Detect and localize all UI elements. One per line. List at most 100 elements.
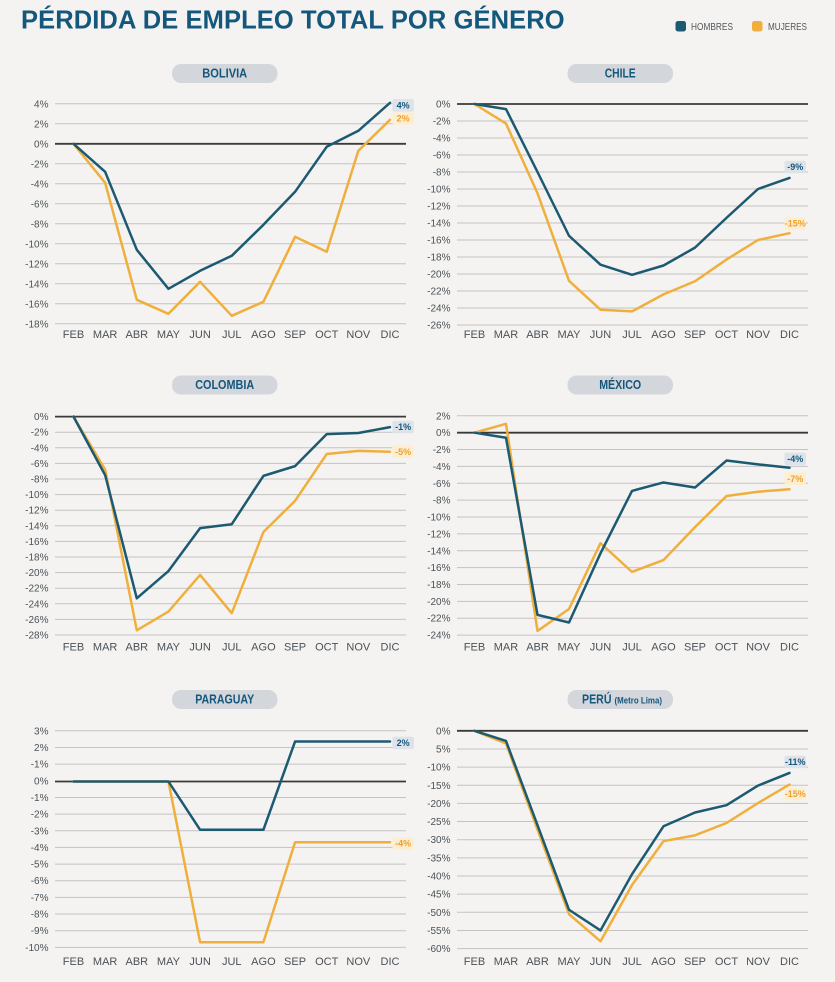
svg-text:NOV: NOV	[346, 642, 371, 654]
svg-text:MAY: MAY	[557, 642, 581, 654]
svg-text:-6%: -6%	[31, 199, 49, 210]
svg-text:-16%: -16%	[427, 563, 450, 574]
svg-text:-3%: -3%	[31, 826, 49, 837]
svg-text:MAR: MAR	[494, 642, 519, 654]
svg-text:-20%: -20%	[427, 597, 450, 608]
svg-text:OCT: OCT	[315, 956, 339, 968]
svg-text:-8%: -8%	[31, 475, 49, 486]
svg-text:-14%: -14%	[25, 521, 48, 532]
svg-text:MAR: MAR	[494, 956, 519, 968]
svg-text:PÉRDIDA DE EMPLEO TOTAL POR GÉ: PÉRDIDA DE EMPLEO TOTAL POR GÉNERO	[21, 5, 565, 34]
svg-text:SEP: SEP	[684, 956, 706, 968]
svg-text:-16%: -16%	[427, 236, 450, 247]
svg-text:MAR: MAR	[93, 642, 118, 654]
svg-text:-22%: -22%	[427, 614, 450, 625]
svg-text:-20%: -20%	[427, 799, 450, 810]
svg-text:FEB: FEB	[464, 956, 485, 968]
svg-text:ABR: ABR	[526, 956, 549, 968]
svg-text:BOLIVIA: BOLIVIA	[202, 67, 247, 81]
svg-text:JUN: JUN	[189, 956, 210, 968]
svg-text:2%: 2%	[436, 411, 451, 422]
svg-text:-4%: -4%	[433, 134, 451, 145]
svg-text:PARAGUAY: PARAGUAY	[195, 693, 255, 707]
svg-text:-14%: -14%	[25, 279, 48, 290]
svg-text:-30%: -30%	[427, 835, 450, 846]
svg-text:-1%: -1%	[395, 422, 411, 432]
svg-text:-22%: -22%	[25, 584, 48, 595]
svg-text:-18%: -18%	[25, 319, 48, 330]
svg-text:OCT: OCT	[715, 642, 739, 654]
svg-text:JUL: JUL	[222, 642, 242, 654]
svg-text:JUL: JUL	[622, 642, 642, 654]
svg-text:-40%: -40%	[427, 872, 450, 883]
svg-text:COLOMBIA: COLOMBIA	[195, 378, 254, 392]
svg-text:-24%: -24%	[427, 304, 450, 315]
svg-text:-4%: -4%	[395, 839, 411, 849]
svg-text:0%: 0%	[436, 100, 451, 111]
svg-text:-8%: -8%	[433, 168, 451, 179]
svg-text:SEP: SEP	[684, 329, 706, 341]
svg-text:-15%: -15%	[785, 789, 806, 799]
svg-text:MAY: MAY	[557, 329, 581, 341]
svg-text:2%: 2%	[34, 743, 49, 754]
svg-text:-10%: -10%	[427, 185, 450, 196]
svg-text:-4%: -4%	[433, 462, 451, 473]
svg-text:-8%: -8%	[433, 496, 451, 507]
svg-text:MAY: MAY	[557, 956, 581, 968]
svg-text:-15%: -15%	[785, 219, 806, 229]
svg-text:DIC: DIC	[381, 642, 400, 654]
svg-text:MAR: MAR	[494, 329, 519, 341]
svg-text:-20%: -20%	[427, 270, 450, 281]
svg-text:NOV: NOV	[346, 956, 371, 968]
svg-text:-7%: -7%	[31, 893, 49, 904]
svg-text:AGO: AGO	[251, 642, 276, 654]
svg-text:DIC: DIC	[780, 956, 799, 968]
svg-text:-55%: -55%	[427, 926, 450, 937]
svg-text:2%: 2%	[397, 738, 410, 748]
svg-text:JUL: JUL	[622, 956, 642, 968]
svg-text:-12%: -12%	[25, 506, 48, 517]
svg-text:SEP: SEP	[284, 329, 306, 341]
svg-text:FEB: FEB	[464, 642, 485, 654]
svg-text:AGO: AGO	[651, 329, 676, 341]
svg-text:OCT: OCT	[715, 329, 739, 341]
svg-text:-2%: -2%	[31, 428, 49, 439]
svg-text:ABR: ABR	[125, 329, 148, 341]
svg-text:0%: 0%	[436, 726, 451, 737]
svg-text:FEB: FEB	[63, 642, 84, 654]
svg-text:-5%: -5%	[31, 860, 49, 871]
svg-text:-12%: -12%	[427, 202, 450, 213]
svg-text:DIC: DIC	[780, 642, 799, 654]
svg-text:SEP: SEP	[284, 642, 306, 654]
svg-text:0%: 0%	[34, 412, 49, 423]
svg-text:JUN: JUN	[590, 956, 611, 968]
svg-text:OCT: OCT	[315, 642, 339, 654]
svg-text:OCT: OCT	[315, 329, 339, 341]
svg-text:MAY: MAY	[157, 642, 181, 654]
svg-text:-9%: -9%	[31, 926, 49, 937]
svg-text:-12%: -12%	[427, 529, 450, 540]
svg-text:MUJERES: MUJERES	[768, 21, 807, 33]
svg-text:AGO: AGO	[251, 329, 276, 341]
svg-text:-28%: -28%	[25, 631, 48, 642]
svg-text:0%: 0%	[34, 776, 49, 787]
svg-text:-50%: -50%	[427, 908, 450, 919]
svg-text:-18%: -18%	[427, 580, 450, 591]
svg-text:-10%: -10%	[25, 239, 48, 250]
svg-text:NOV: NOV	[746, 642, 771, 654]
svg-text:-26%: -26%	[25, 615, 48, 626]
svg-text:-6%: -6%	[31, 459, 49, 470]
svg-text:-26%: -26%	[427, 321, 450, 332]
svg-text:-16%: -16%	[25, 537, 48, 548]
svg-text:-6%: -6%	[31, 876, 49, 887]
svg-text:NOV: NOV	[746, 956, 771, 968]
svg-text:-2%: -2%	[31, 810, 49, 821]
svg-text:-2%: -2%	[31, 159, 49, 170]
svg-text:-24%: -24%	[427, 631, 450, 642]
svg-text:4%: 4%	[397, 101, 410, 111]
svg-text:-10%: -10%	[427, 763, 450, 774]
svg-text:-4%: -4%	[31, 843, 49, 854]
svg-text:-10%: -10%	[427, 513, 450, 524]
svg-text:-15%: -15%	[427, 781, 450, 792]
svg-text:-12%: -12%	[25, 259, 48, 270]
